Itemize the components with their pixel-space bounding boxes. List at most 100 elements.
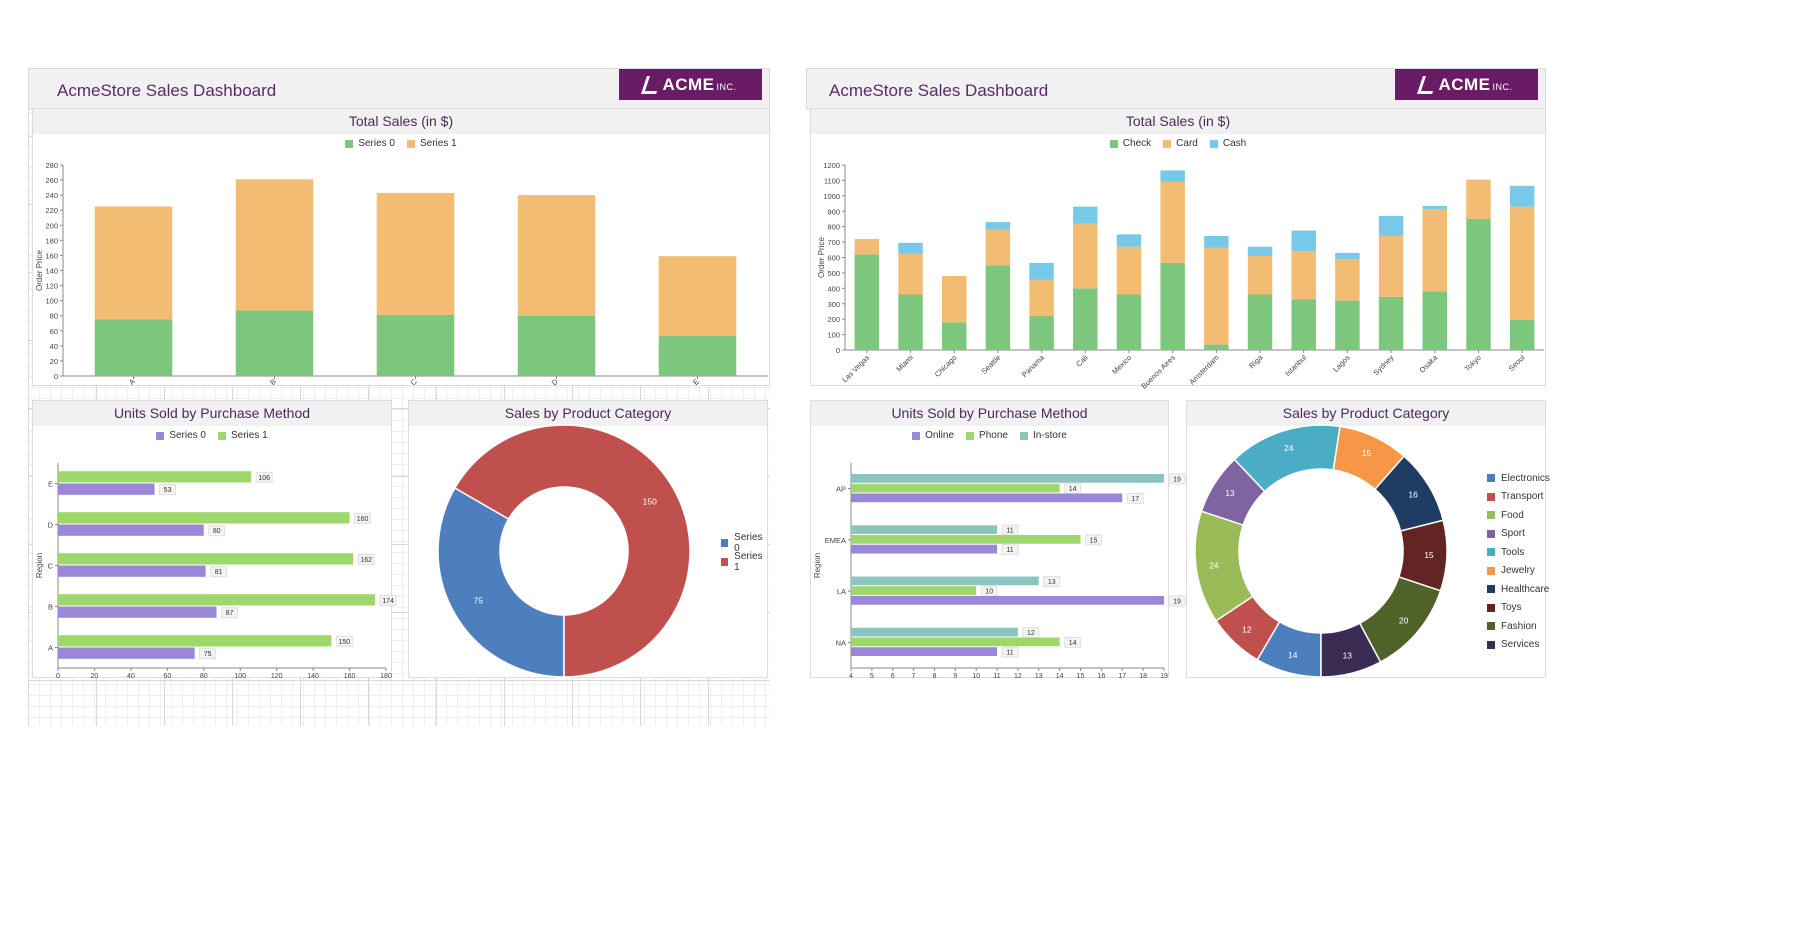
x-tick-label: Seattle [979,353,1002,376]
bar-cash [1116,234,1142,247]
data-label: 81 [215,569,223,576]
x-tick-label: 13 [1035,673,1043,680]
dashboard-header: AcmeStore Sales Dashboard ACME INC. [806,68,1546,110]
bar-check [1160,262,1185,350]
y-tick-label: 180 [45,236,58,245]
slice-label: 14 [1288,650,1298,660]
legend-swatch [345,139,354,148]
donut-chart: 75 150 [437,424,691,678]
data-label-box [1001,646,1019,658]
legend-item-series-0: Series 0 [156,430,206,441]
y-tick-label: NA [836,638,846,647]
slice-label: 15 [1362,448,1372,458]
legend-item-online: Online [912,430,954,441]
bar-check [1204,344,1229,350]
bar-online [851,647,998,656]
slice-label: 13 [1343,651,1353,661]
bar-phone [851,483,1060,493]
bar-series-1 [58,594,376,606]
x-tick-label: 12 [1014,673,1022,680]
data-label: 11 [1006,650,1013,657]
bar-series-0 [58,483,155,495]
data-label-box [1126,492,1144,504]
y-tick-label: 20 [50,357,58,366]
y-tick-label: 1100 [824,176,840,185]
legend-item-card: Card [1163,138,1198,149]
bar-cash [1247,246,1273,256]
bar-card [854,239,880,255]
chart-legend: Series 0 Series 1 [721,532,767,573]
y-tick-label: 200 [45,221,58,230]
legend-swatch [1163,139,1172,148]
data-label: 10 [985,589,993,596]
y-tick-label: 1000 [823,192,840,201]
slice-label: 15 [1424,550,1434,560]
y-axis-label: Region [813,553,822,578]
product-category-panel: Sales by Product Category 75 150 Series 0… [408,400,768,678]
bar-cash [1160,170,1185,182]
acme-logo-mark-icon [641,75,663,94]
chart-legend: Check Card Cash [811,138,1545,151]
acme-logo: ACME INC. [1395,69,1538,100]
x-tick-label: Amsterdam [1187,353,1220,386]
legend-item-fashion: Fashion [1487,617,1550,636]
legend-label: Fashion [1501,620,1537,632]
bar-check [1073,288,1098,350]
x-tick-label: 10 [972,673,980,680]
data-label-box [354,512,372,524]
x-tick-label: 6 [891,673,895,680]
legend-label: Food [1501,509,1524,521]
bar-card [941,276,967,323]
product-category-panel: Sales by Product Category 14 12 24 13 24 15 16… [1186,400,1550,678]
data-label: 160 [357,516,369,523]
legend-label: Jewelry [1501,565,1535,577]
x-tick-label: 17 [1118,673,1126,680]
data-label-box [1043,575,1061,587]
bar-check [1466,218,1491,350]
legend-item-toys: Toys [1487,599,1550,618]
legend-label: Card [1176,138,1198,149]
legend-swatch [156,431,165,440]
y-tick-label: 240 [45,191,58,200]
slice-label: 20 [1399,616,1409,626]
x-tick-label: 100 [234,673,246,680]
bar-check [1422,291,1448,350]
bar-card [898,253,923,295]
bar-in-store [851,627,1018,637]
y-tick-label: LA [837,587,846,596]
legend-label: Phone [979,430,1008,441]
legend-item-series-0: Series 0 [345,138,395,149]
data-label-box [1001,544,1019,556]
legend-swatch [1019,431,1028,440]
bar-phone [851,637,1060,647]
bar-cash [1422,205,1448,209]
chart-legend: Online Phone In-store [811,430,1168,443]
x-tick-label: 120 [271,673,283,680]
bar-series-0 [94,319,173,376]
panel-title: Total Sales (in $) [811,109,1545,134]
panel-title: Sales by Product Category [1187,401,1545,426]
acme-logo: ACME INC. [619,69,762,100]
bar-card [1378,235,1404,297]
logo-text: ACME [662,74,715,94]
bar-card [1509,206,1535,320]
panel-title: Units Sold by Purchase Method [811,401,1168,426]
bar-series-1 [658,256,737,337]
legend-swatch [1209,139,1218,148]
x-tick-label: 140 [307,673,319,680]
y-tick-label: 260 [45,176,58,185]
bar-in-store [851,576,1039,586]
y-tick-label: 220 [45,206,58,215]
bar-series-1 [58,512,350,524]
legend-swatch [218,431,226,440]
bar-check [941,322,967,350]
bar-card [1116,246,1142,295]
x-tick-label: A [127,377,137,387]
legend-label: Electronics [1501,472,1550,484]
bar-check [854,254,880,350]
x-tick-label: 16 [1098,673,1106,680]
legend-item-cash: Cash [1209,138,1246,149]
bar-phone [851,586,977,595]
y-tick-label: AP [836,485,846,494]
bar-card [985,229,1011,266]
